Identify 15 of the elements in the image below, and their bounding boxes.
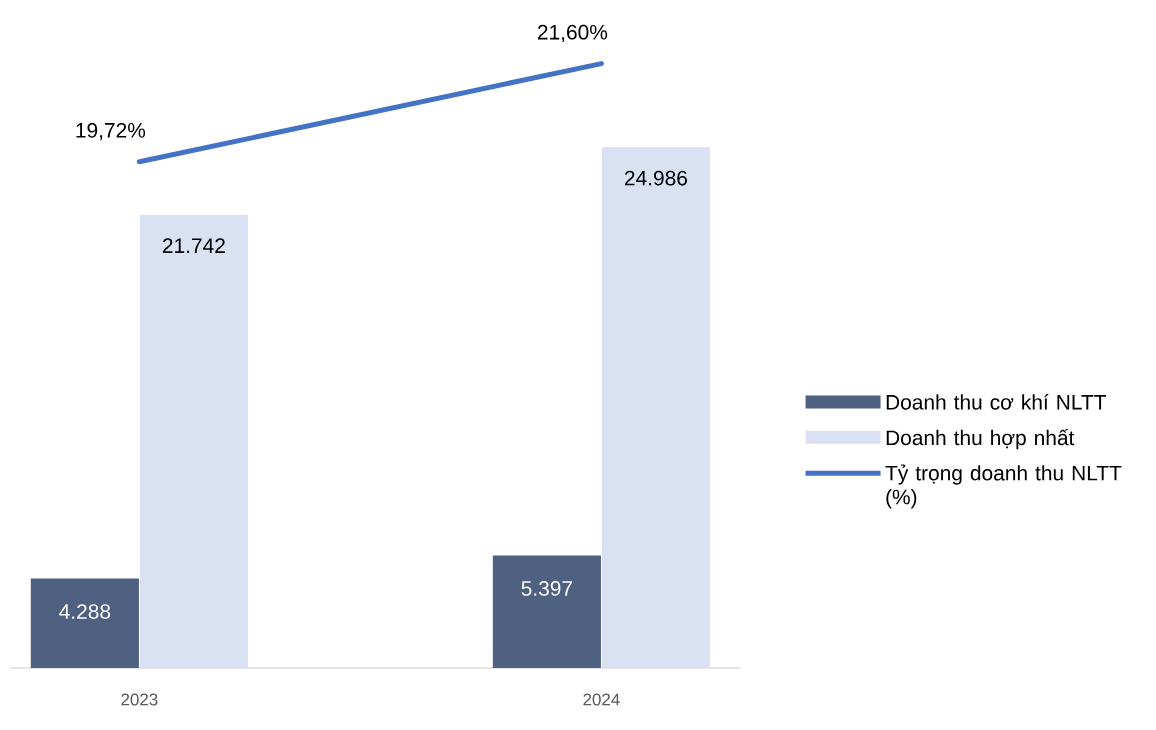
bar (601, 147, 710, 668)
data-label: 5.397 (521, 581, 572, 596)
legend-label: Doanh thu cơ khí NLTT (886, 394, 1107, 410)
bar (139, 214, 248, 668)
bar (30, 578, 139, 668)
bar (492, 555, 601, 668)
data-label: 21.742 (162, 238, 225, 253)
legend-label: Doanh thu hợp nhất (886, 428, 1075, 450)
legend-label: Tỷ trọng doanh thu NLTT (%) (885, 464, 1122, 509)
data-label: 19,72% (76, 122, 146, 141)
data-label: 24.986 (624, 170, 687, 186)
data-label: 21,60% (537, 24, 608, 43)
x-tick-label: 2024 (583, 693, 620, 706)
x-tick-label: 2023 (121, 693, 158, 706)
data-label: 4.288 (59, 604, 111, 619)
